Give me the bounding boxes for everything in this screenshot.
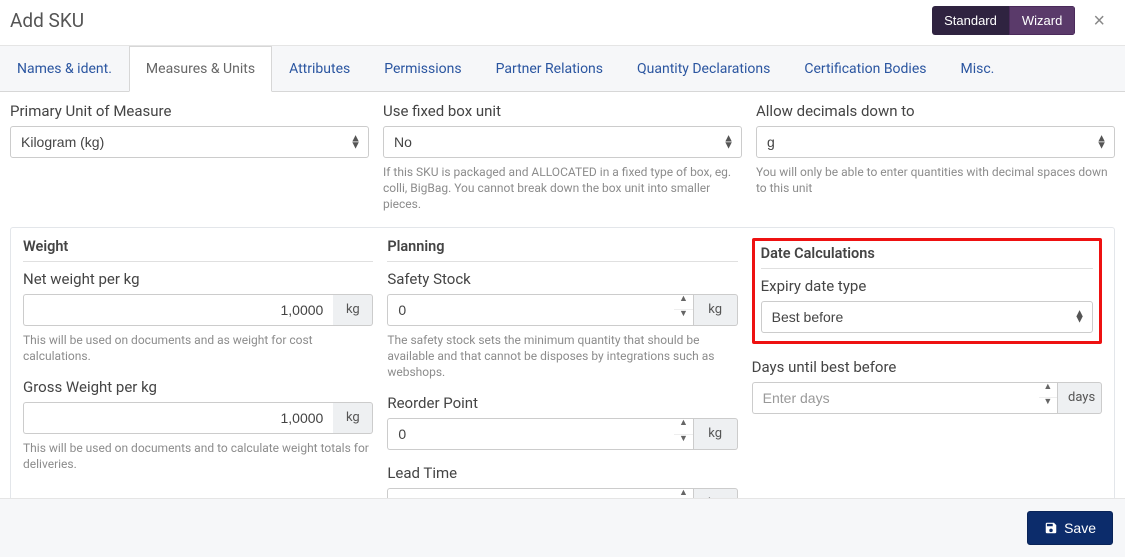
main-card: Weight Net weight per kg kg This will be… bbox=[10, 227, 1115, 498]
expiry-type-select[interactable]: Best before bbox=[761, 301, 1093, 333]
header-right: Standard Wizard × bbox=[932, 6, 1109, 35]
gross-weight-unit: kg bbox=[333, 402, 373, 434]
fixed-box-field: Use fixed box unit No ▲▼ If this SKU is … bbox=[383, 102, 742, 213]
close-icon[interactable]: × bbox=[1089, 11, 1109, 31]
decimals-field: Allow decimals down to g ▲▼ You will onl… bbox=[756, 102, 1115, 213]
days-until-stepper[interactable]: ▲▼ bbox=[1039, 382, 1058, 414]
reorder-point-input[interactable] bbox=[387, 418, 674, 450]
lead-time-unit: days bbox=[694, 488, 738, 498]
reorder-point-stepper[interactable]: ▲▼ bbox=[674, 418, 693, 450]
tab-attributes[interactable]: Attributes bbox=[272, 46, 367, 91]
reorder-point-group: ▲▼ kg bbox=[387, 418, 737, 450]
gross-weight-input[interactable] bbox=[23, 402, 333, 434]
tab-partner-relations[interactable]: Partner Relations bbox=[479, 46, 620, 91]
fixed-box-help: If this SKU is packaged and ALLOCATED in… bbox=[383, 164, 742, 213]
weight-column: Weight Net weight per kg kg This will be… bbox=[23, 238, 373, 498]
net-weight-label: Net weight per kg bbox=[23, 270, 373, 288]
tab-names-ident[interactable]: Names & ident. bbox=[0, 46, 129, 91]
mode-standard-button[interactable]: Standard bbox=[932, 6, 1009, 35]
save-button-label: Save bbox=[1064, 520, 1096, 536]
modal-header: Add SKU Standard Wizard × bbox=[0, 0, 1125, 46]
primary-unit-label: Primary Unit of Measure bbox=[10, 102, 369, 120]
chevron-up-icon: ▲ bbox=[674, 295, 692, 311]
safety-stock-input[interactable] bbox=[387, 294, 674, 326]
chevron-up-icon: ▲ bbox=[1039, 383, 1057, 399]
top-row: Primary Unit of Measure Kilogram (kg) ▲▼… bbox=[10, 102, 1115, 213]
chevron-down-icon: ▼ bbox=[674, 310, 692, 325]
days-until-group: ▲▼ days bbox=[752, 382, 1102, 414]
net-weight-help: This will be used on documents and as we… bbox=[23, 332, 373, 364]
fixed-box-label: Use fixed box unit bbox=[383, 102, 742, 120]
tab-measures-units[interactable]: Measures & Units bbox=[129, 46, 272, 92]
planning-heading: Planning bbox=[387, 238, 737, 262]
primary-unit-field: Primary Unit of Measure Kilogram (kg) ▲▼ bbox=[10, 102, 369, 213]
decimals-label: Allow decimals down to bbox=[756, 102, 1115, 120]
gross-weight-label: Gross Weight per kg bbox=[23, 378, 373, 396]
modal-body: Primary Unit of Measure Kilogram (kg) ▲▼… bbox=[0, 92, 1125, 498]
lead-time-stepper[interactable]: ▲▲ bbox=[674, 488, 693, 498]
tabs: Names & ident. Measures & Units Attribut… bbox=[0, 46, 1125, 91]
safety-stock-stepper[interactable]: ▲▼ bbox=[674, 294, 693, 326]
mode-wizard-button[interactable]: Wizard bbox=[1009, 6, 1075, 35]
reorder-point-label: Reorder Point bbox=[387, 394, 737, 412]
gross-weight-help: This will be used on documents and to ca… bbox=[23, 440, 373, 472]
tabs-strip: Names & ident. Measures & Units Attribut… bbox=[0, 46, 1125, 92]
primary-unit-select-wrap: Kilogram (kg) ▲▼ bbox=[10, 126, 369, 158]
weight-heading: Weight bbox=[23, 238, 373, 262]
fixed-box-select[interactable]: No bbox=[383, 126, 742, 158]
lead-time-input[interactable] bbox=[387, 488, 674, 498]
tab-quantity-declarations[interactable]: Quantity Declarations bbox=[620, 46, 787, 91]
modal-footer: Save bbox=[0, 498, 1125, 557]
safety-stock-help: The safety stock sets the minimum quanti… bbox=[387, 332, 737, 381]
net-weight-group: kg bbox=[23, 294, 373, 326]
main-card-row: Weight Net weight per kg kg This will be… bbox=[23, 238, 1102, 498]
net-weight-input[interactable] bbox=[23, 294, 333, 326]
tab-permissions[interactable]: Permissions bbox=[367, 46, 478, 91]
modal-title: Add SKU bbox=[10, 9, 84, 32]
save-icon bbox=[1044, 521, 1058, 535]
chevron-down-icon: ▼ bbox=[1039, 398, 1057, 413]
chevron-up-icon: ▲ bbox=[674, 419, 692, 435]
decimals-select[interactable]: g bbox=[756, 126, 1115, 158]
add-sku-modal: Add SKU Standard Wizard × Names & ident.… bbox=[0, 0, 1125, 557]
planning-column: Planning Safety Stock ▲▼ kg The safety s… bbox=[387, 238, 737, 498]
safety-stock-unit: kg bbox=[694, 294, 738, 326]
net-weight-unit: kg bbox=[333, 294, 373, 326]
primary-unit-select[interactable]: Kilogram (kg) bbox=[10, 126, 369, 158]
lead-time-label: Lead Time bbox=[387, 464, 737, 482]
date-calculations-heading: Date Calculations bbox=[761, 245, 1093, 269]
reorder-point-unit: kg bbox=[694, 418, 738, 450]
chevron-down-icon: ▼ bbox=[674, 435, 692, 450]
tab-misc[interactable]: Misc. bbox=[943, 46, 1011, 91]
date-calculations-highlight: Date Calculations Expiry date type Best … bbox=[752, 238, 1102, 344]
tab-certification-bodies[interactable]: Certification Bodies bbox=[787, 46, 943, 91]
days-until-unit: days bbox=[1058, 382, 1102, 414]
fixed-box-select-wrap: No ▲▼ bbox=[383, 126, 742, 158]
mode-toggle: Standard Wizard bbox=[932, 6, 1075, 35]
expiry-type-label: Expiry date type bbox=[761, 277, 1093, 295]
lead-time-group: ▲▲ days bbox=[387, 488, 737, 498]
decimals-help: You will only be able to enter quantitie… bbox=[756, 164, 1115, 196]
decimals-select-wrap: g ▲▼ bbox=[756, 126, 1115, 158]
safety-stock-label: Safety Stock bbox=[387, 270, 737, 288]
date-calculations-column: Date Calculations Expiry date type Best … bbox=[752, 238, 1102, 498]
days-until-input[interactable] bbox=[752, 382, 1039, 414]
gross-weight-group: kg bbox=[23, 402, 373, 434]
chevron-up-icon: ▲ bbox=[674, 489, 692, 498]
save-button[interactable]: Save bbox=[1027, 511, 1113, 545]
safety-stock-group: ▲▼ kg bbox=[387, 294, 737, 326]
days-until-label: Days until best before bbox=[752, 358, 1102, 376]
expiry-type-select-wrap: Best before ▲▼ bbox=[761, 301, 1093, 333]
